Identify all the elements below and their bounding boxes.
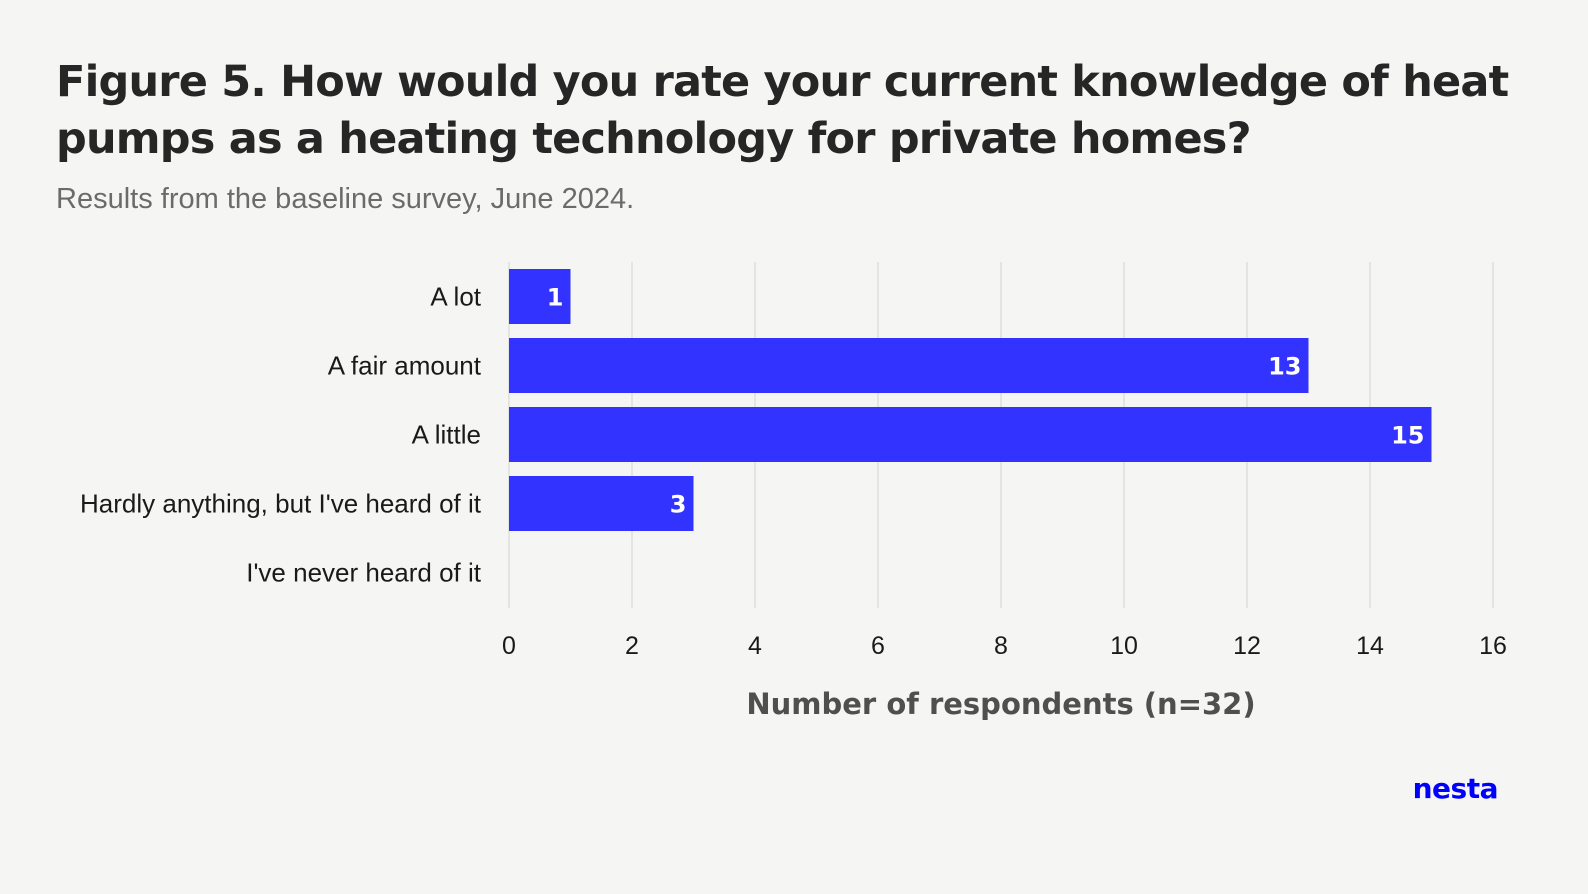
bar — [509, 476, 694, 531]
nesta-logo: nesta — [1412, 772, 1499, 805]
x-tick-label: 12 — [1233, 632, 1261, 660]
category-label: Hardly anything, but I've heard of it — [80, 489, 482, 519]
data-label: 1 — [547, 284, 564, 312]
x-tick-label: 16 — [1479, 632, 1507, 660]
data-label: 15 — [1391, 422, 1424, 450]
x-tick-label: 0 — [502, 632, 516, 660]
bar — [509, 407, 1432, 462]
x-axis-title: Number of respondents (n=32) — [746, 687, 1255, 721]
x-tick-label: 6 — [871, 632, 885, 660]
x-tick-labels: 0 2 4 6 8 10 12 14 16 — [502, 632, 1507, 660]
category-label: A lot — [430, 282, 481, 312]
category-labels: A lot A fair amount A little Hardly anythin… — [80, 282, 482, 588]
bar — [509, 338, 1309, 393]
x-tick-label: 8 — [994, 632, 1008, 660]
bars: 1 13 15 3 — [509, 269, 1432, 531]
data-label: 13 — [1268, 353, 1301, 381]
x-tick-label: 2 — [625, 632, 639, 660]
category-label: A little — [412, 420, 481, 450]
data-label: 3 — [670, 491, 687, 519]
bar — [509, 269, 571, 324]
x-tick-label: 10 — [1110, 632, 1138, 660]
category-label: A fair amount — [328, 351, 482, 381]
category-label: I've never heard of it — [246, 558, 482, 588]
x-tick-label: 14 — [1356, 632, 1384, 660]
x-tick-label: 4 — [748, 632, 762, 660]
chart-title: Figure 5. How would you rate your curren… — [56, 57, 1509, 164]
chart-subtitle: Results from the baseline survey, June 2… — [56, 183, 635, 215]
